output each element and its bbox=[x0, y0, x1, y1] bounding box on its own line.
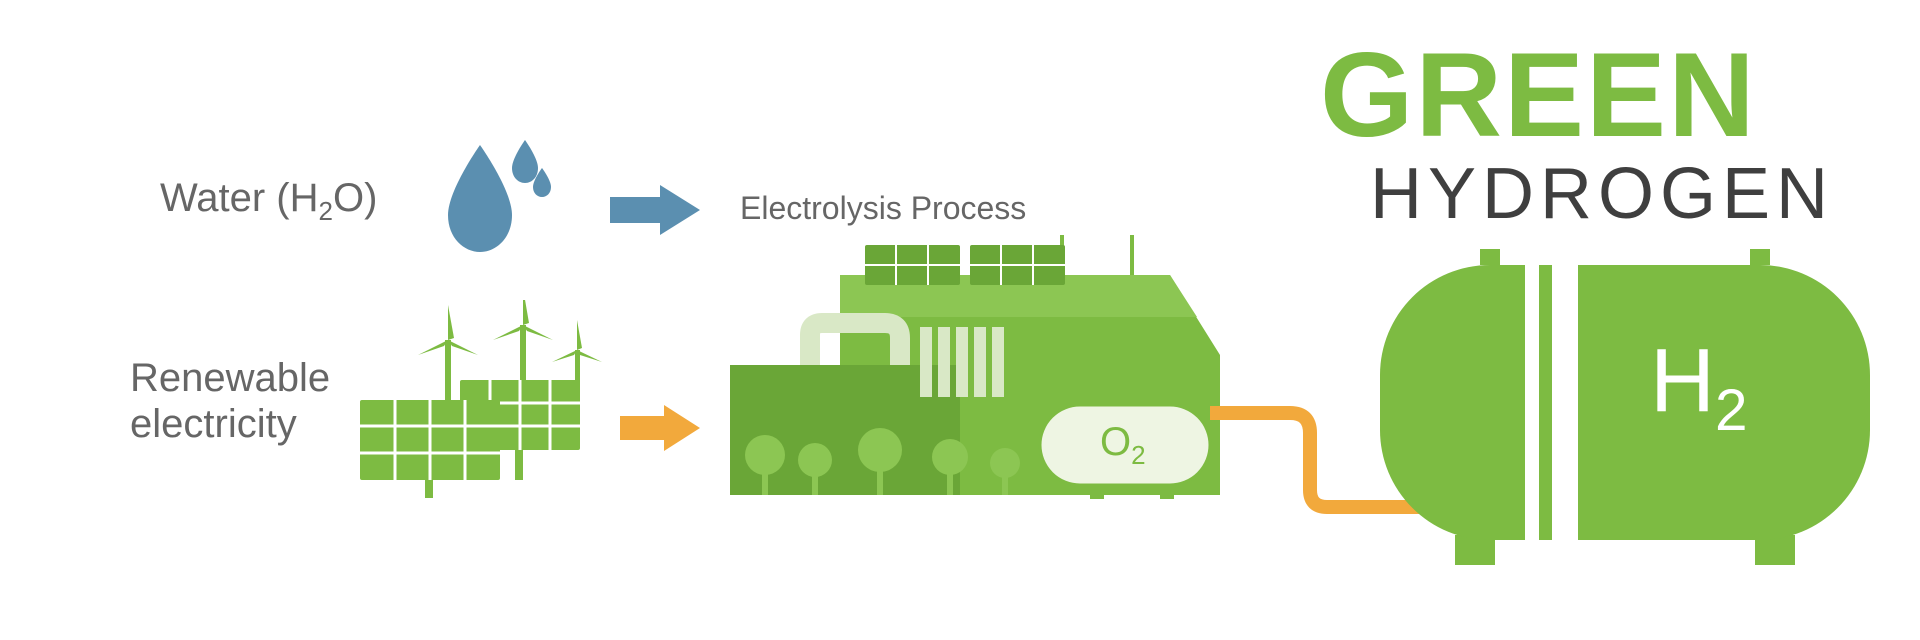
electricity-arrow-icon bbox=[620, 405, 700, 451]
water-arrow-icon bbox=[610, 185, 700, 235]
title-green: GREEN bbox=[1320, 35, 1757, 155]
green-hydrogen-infographic: Water (H2O) Electrolysis Process Renewab… bbox=[0, 0, 1920, 640]
electrolysis-plant-icon bbox=[710, 235, 1250, 515]
hydrogen-tank-icon bbox=[1360, 245, 1890, 575]
water-label: Water (H2O) bbox=[160, 175, 377, 227]
process-label: Electrolysis Process bbox=[740, 190, 1026, 227]
h2-label: H2 bbox=[1650, 330, 1748, 444]
renewable-energy-icon bbox=[350, 300, 610, 500]
water-drop-icon bbox=[430, 130, 560, 260]
title-hydrogen: HYDROGEN bbox=[1370, 158, 1834, 230]
o2-label: O2 bbox=[1100, 420, 1146, 471]
renewable-label: Renewableelectricity bbox=[130, 355, 330, 447]
